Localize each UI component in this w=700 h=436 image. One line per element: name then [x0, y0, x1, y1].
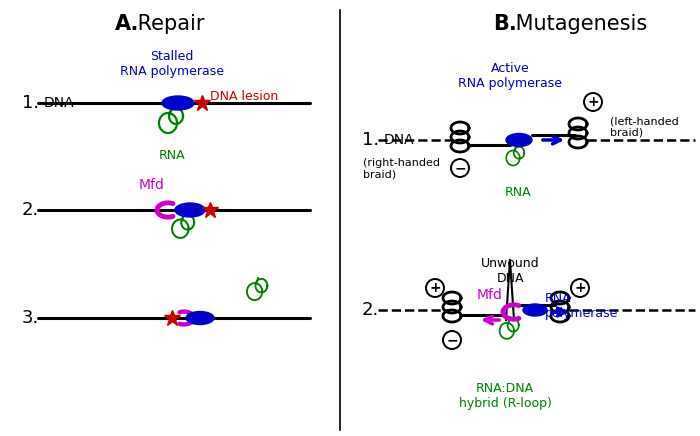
- Text: (right-handed
braid): (right-handed braid): [363, 158, 440, 180]
- Text: Stalled
RNA polymerase: Stalled RNA polymerase: [120, 50, 224, 78]
- Ellipse shape: [162, 96, 194, 110]
- Text: 1.: 1.: [22, 94, 39, 112]
- Text: DNA lesion: DNA lesion: [210, 89, 279, 102]
- Text: 2.: 2.: [362, 301, 379, 319]
- Ellipse shape: [506, 133, 532, 146]
- Text: Active
RNA polymerase: Active RNA polymerase: [458, 62, 562, 90]
- Text: 3.: 3.: [22, 309, 39, 327]
- Text: Mfd: Mfd: [477, 288, 503, 302]
- Text: RNA: RNA: [505, 186, 531, 199]
- Text: A.: A.: [115, 14, 139, 34]
- Text: −: −: [446, 333, 458, 347]
- Text: RNA:DNA
hybrid (R-loop): RNA:DNA hybrid (R-loop): [458, 382, 552, 410]
- Text: −: −: [454, 161, 466, 175]
- Text: +: +: [587, 95, 598, 109]
- Text: 1.: 1.: [362, 131, 379, 149]
- Text: RNA: RNA: [159, 149, 186, 162]
- Text: DNA: DNA: [384, 133, 414, 147]
- Text: B.: B.: [493, 14, 517, 34]
- Text: Unwound
DNA: Unwound DNA: [481, 257, 539, 285]
- Text: Mfd: Mfd: [139, 178, 165, 192]
- Text: Mutagenesis: Mutagenesis: [509, 14, 648, 34]
- Text: +: +: [429, 281, 441, 295]
- Ellipse shape: [186, 311, 214, 324]
- Text: (left-handed
braid): (left-handed braid): [610, 116, 679, 138]
- Ellipse shape: [175, 203, 205, 217]
- Ellipse shape: [523, 304, 547, 316]
- Text: +: +: [574, 281, 586, 295]
- Text: DNA: DNA: [44, 96, 75, 110]
- Text: RNA
polymerase: RNA polymerase: [545, 292, 618, 320]
- Text: Repair: Repair: [131, 14, 204, 34]
- Text: 2.: 2.: [22, 201, 39, 219]
